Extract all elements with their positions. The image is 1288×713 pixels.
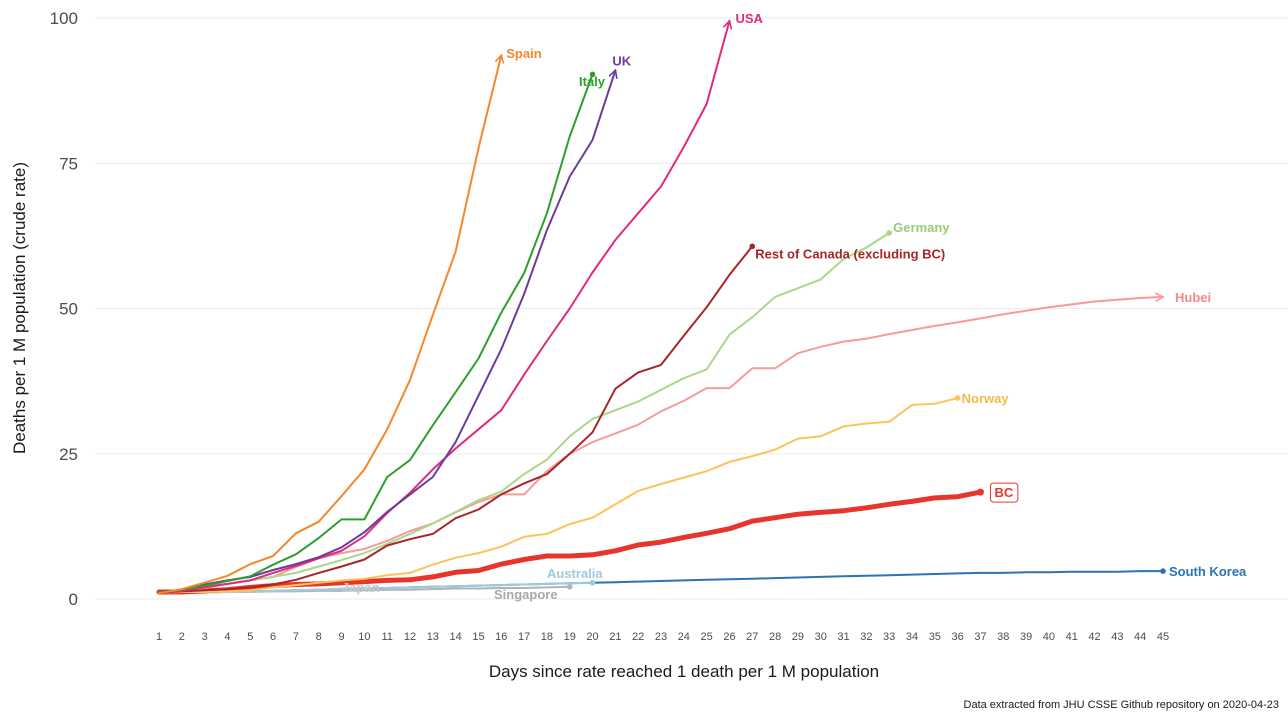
series-label: Italy — [579, 74, 606, 89]
y-axis-title: Deaths per 1 M population (crude rate) — [10, 162, 29, 454]
y-tick-label: 25 — [59, 445, 78, 464]
y-tick-label: 50 — [59, 300, 78, 319]
x-tick-label: 18 — [541, 631, 553, 643]
series-label-box — [989, 482, 1019, 503]
series-label: South Korea — [1169, 564, 1247, 579]
series-label: BC — [994, 485, 1013, 500]
x-tick-label: 25 — [701, 631, 713, 643]
x-tick-label: 14 — [450, 631, 462, 643]
series-end-point — [589, 579, 596, 586]
series-label: Germany — [893, 220, 950, 235]
series-line — [158, 295, 1164, 594]
series-line — [158, 232, 891, 594]
x-tick-label: 31 — [837, 631, 849, 643]
x-axis-title: Days since rate reached 1 death per 1 M … — [489, 662, 879, 681]
series-end-point — [749, 243, 756, 250]
series-end-arrow — [495, 53, 505, 64]
series-labels: South Korea Singapore Japan Australia BC Norw… — [342, 11, 1247, 602]
series-end-arrow — [608, 68, 618, 79]
x-tick-label: 34 — [906, 631, 918, 643]
x-tick-label: 39 — [1020, 631, 1032, 643]
series-line — [158, 54, 503, 595]
x-tick-label: 37 — [974, 631, 986, 643]
x-tick-label: 7 — [293, 631, 299, 643]
series-end-point — [1160, 568, 1166, 574]
series-label: USA — [735, 11, 763, 26]
x-tick-label: 38 — [997, 631, 1009, 643]
x-tick-label: 22 — [632, 631, 644, 643]
series-lines — [156, 19, 1166, 595]
x-tick-label: 4 — [224, 631, 230, 643]
x-tick-label: 16 — [495, 631, 507, 643]
x-tick-label: 13 — [427, 631, 439, 643]
x-tick-label: 41 — [1066, 631, 1078, 643]
x-tick-label: 1 — [156, 631, 162, 643]
series-label: Australia — [547, 566, 603, 581]
series-label: Rest of Canada (excluding BC) — [755, 246, 945, 261]
x-tick-label: 15 — [472, 631, 484, 643]
series-label: Spain — [506, 46, 541, 61]
x-tick-label: 17 — [518, 631, 530, 643]
grid-lines — [95, 17, 1288, 600]
series-end-point — [566, 583, 573, 590]
x-tick-label: 6 — [270, 631, 276, 643]
y-tick-label: 100 — [50, 9, 78, 28]
x-tick-label: 5 — [247, 631, 253, 643]
x-tick-label: 36 — [952, 631, 964, 643]
x-tick-label: 43 — [1111, 631, 1123, 643]
x-tick-label: 33 — [883, 631, 895, 643]
x-tick-label: 32 — [860, 631, 872, 643]
x-tick-label: 26 — [723, 631, 735, 643]
x-tick-label: 28 — [769, 631, 781, 643]
series-end-point — [976, 488, 984, 496]
x-tick-label: 23 — [655, 631, 667, 643]
x-tick-label: 40 — [1043, 631, 1055, 643]
series-label: Singapore — [494, 587, 558, 602]
x-tick-label: 44 — [1134, 631, 1146, 643]
series-end-arrow — [723, 19, 733, 30]
series-end-point — [954, 395, 961, 401]
x-tick-label: 24 — [678, 631, 690, 643]
x-tick-label: 8 — [316, 631, 322, 643]
x-tick-label: 29 — [792, 631, 804, 643]
x-tick-label: 11 — [381, 631, 392, 643]
series-line — [158, 19, 731, 594]
series-label: Japan — [342, 580, 380, 595]
x-tick-label: 20 — [586, 631, 598, 643]
x-tick-label: 27 — [746, 631, 758, 643]
x-tick-label: 21 — [609, 631, 621, 643]
x-tick-label: 10 — [358, 631, 370, 643]
x-tick-label: 30 — [815, 631, 827, 643]
x-tick-label: 9 — [338, 631, 344, 643]
series-label: Norway — [962, 391, 1010, 406]
x-tick-label: 19 — [564, 631, 576, 643]
y-tick-label: 75 — [59, 154, 78, 173]
series-end-point — [589, 71, 596, 78]
x-tick-label: 12 — [404, 631, 416, 643]
series-line — [158, 397, 959, 594]
y-tick-label: 0 — [69, 590, 78, 609]
series-label: Hubei — [1175, 290, 1211, 305]
x-tick-label: 2 — [179, 631, 185, 643]
series-end-point — [886, 230, 892, 236]
series-line — [158, 245, 754, 594]
series-label: UK — [612, 53, 631, 68]
x-tick-label: 35 — [929, 631, 941, 643]
series-end-arrow — [1155, 292, 1165, 302]
x-tick-label: 42 — [1088, 631, 1100, 643]
series-line — [158, 73, 594, 594]
x-tick-label: 45 — [1157, 631, 1169, 643]
x-tick-label: 3 — [202, 631, 208, 643]
source-caption: Data extracted from JHU CSSE Github repo… — [964, 699, 1279, 711]
